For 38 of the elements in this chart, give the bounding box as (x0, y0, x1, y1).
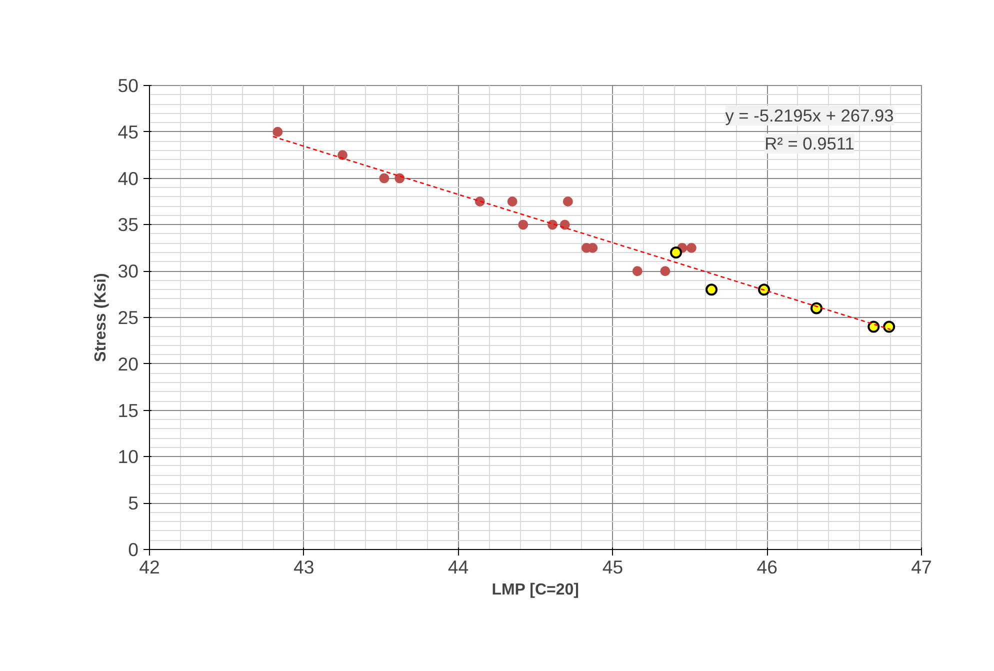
y-tick-label: 0 (128, 539, 139, 560)
point (338, 150, 348, 160)
y-tick-label: 40 (118, 168, 139, 189)
x-tick-label: 45 (602, 556, 624, 578)
x-tick-label: 46 (756, 556, 778, 578)
y-tick-label: 20 (118, 353, 139, 374)
x-tick-label: 43 (294, 556, 314, 578)
y-axis-title: Stress (Ksi) (92, 273, 110, 362)
annotation: R² = 0.9511 (764, 134, 854, 154)
x-tick-label: 44 (448, 556, 469, 578)
point (706, 284, 718, 296)
point (868, 320, 880, 333)
point (562, 196, 573, 206)
point (810, 302, 823, 314)
point (518, 220, 528, 230)
y-tick-label: 35 (118, 214, 139, 236)
point (507, 196, 518, 206)
point (560, 220, 570, 230)
x-axis-title: LMP [C=20] (492, 582, 579, 598)
point (883, 320, 896, 333)
annotation: y = -5.2195x + 267.93 (725, 106, 894, 126)
point (632, 266, 642, 276)
y-tick-label: 15 (118, 400, 139, 421)
y-tick-label: 30 (118, 260, 139, 282)
point (670, 246, 682, 259)
point (379, 173, 390, 184)
point (272, 126, 283, 137)
point (686, 242, 696, 253)
y-tick-label: 45 (118, 121, 139, 142)
y-tick-label: 50 (118, 75, 139, 96)
y-tick-label: 25 (118, 307, 139, 328)
point (394, 173, 405, 184)
point (758, 284, 770, 296)
point (660, 266, 670, 276)
x-tick-label: 47 (911, 556, 932, 578)
y-tick-label: 10 (118, 446, 139, 468)
x-tick-label: 42 (139, 556, 160, 578)
y-tick-label: 5 (128, 492, 139, 514)
